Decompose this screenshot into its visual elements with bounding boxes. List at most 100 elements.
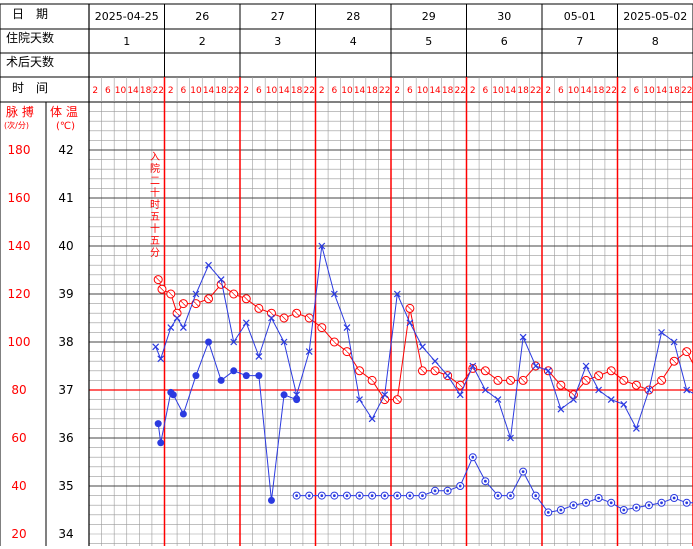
x-point [582, 362, 590, 370]
time-cell: 6 [483, 86, 489, 96]
pulse-tick: 180 [8, 143, 31, 157]
time-cell: 6 [634, 86, 640, 96]
time-cell: 18 [442, 86, 454, 96]
x-point [469, 362, 477, 370]
series-line [155, 245, 693, 439]
annotation-char: 五 [150, 236, 160, 247]
temp-point-slash [167, 290, 175, 298]
x-point [507, 434, 514, 442]
pulse-circle-center [370, 494, 374, 497]
temp-point-slash [406, 305, 414, 312]
x-point [494, 396, 502, 404]
stay-day-cell: 1 [123, 35, 130, 48]
temp-point-slash [633, 381, 640, 389]
pulse-circle-center [622, 508, 626, 512]
stay-day-cell: 5 [425, 35, 432, 48]
date-cell: 27 [271, 10, 285, 23]
pulse-circle-center [521, 470, 525, 473]
x-point [318, 242, 326, 250]
x-point [456, 391, 464, 399]
pulse-dot [267, 496, 275, 504]
x-point [242, 319, 250, 327]
time-cell: 2 [470, 86, 476, 96]
pulse-dot [157, 439, 165, 447]
time-cell: 2 [621, 86, 627, 96]
temp-unit: (℃) [56, 121, 75, 132]
temp-point-slash [180, 300, 187, 307]
axis-ticks: 20 40 60 80 100 120 140 160 180 34 35 36 37 38 39 40 41 4… [8, 143, 74, 541]
pulse-circle-center [408, 494, 412, 497]
temp-point-slash [158, 285, 166, 293]
time-cell: 22 [379, 86, 390, 96]
pulse-circle-center [647, 503, 651, 507]
pulse-circle-center [546, 511, 550, 514]
major-lines [0, 3, 693, 546]
temp-point-slash [431, 367, 439, 375]
time-cell: 2 [243, 86, 249, 96]
x-point [683, 386, 691, 394]
temp-point-slash [192, 300, 200, 307]
pulse-tick: 60 [11, 431, 26, 445]
temp-point-slash [620, 377, 628, 384]
time-cell: 22 [228, 86, 239, 96]
x-point [330, 290, 338, 298]
x-point [481, 386, 489, 394]
temp-point-slash [293, 309, 300, 317]
x-point [670, 338, 678, 346]
pulse-dot [154, 420, 162, 428]
x-point [205, 261, 212, 269]
pulse-circle-center [672, 496, 676, 500]
pulse-tick: 140 [8, 239, 31, 253]
annotation-char: 十 [150, 222, 160, 235]
series-line [296, 456, 693, 513]
time-cell: 18 [593, 86, 605, 96]
temp-tick: 38 [58, 335, 73, 349]
x-point [544, 367, 552, 375]
stay-day-cell: 6 [501, 35, 508, 48]
x-point [268, 314, 275, 322]
pulse-circle-center [584, 501, 588, 505]
time-cell: 10 [266, 86, 278, 96]
time-cell: 18 [668, 86, 680, 96]
pulse-dot [169, 391, 177, 399]
time-cell: 18 [291, 86, 303, 96]
time-cell: 10 [417, 86, 429, 96]
pulse-circle-center [458, 484, 462, 488]
temp-tick: 39 [58, 287, 73, 301]
time-cell: 6 [256, 86, 262, 96]
pulse-dot [293, 396, 301, 404]
x-point [607, 396, 615, 404]
temp-title: 体 温 [50, 105, 78, 119]
pulse-tick: 40 [11, 479, 26, 493]
temp-tick: 36 [58, 431, 73, 445]
time-cell: 10 [115, 86, 127, 96]
pulse-dot [255, 372, 263, 380]
x-point [173, 314, 181, 322]
time-cell: 14 [580, 86, 592, 96]
x-point [167, 324, 175, 332]
temp-point-slash [394, 396, 401, 403]
time-cell: 22 [605, 86, 616, 96]
temp-point-slash [243, 295, 250, 303]
time-cell: 14 [656, 86, 668, 96]
x-point [157, 355, 165, 363]
annotation-char: 二 [150, 176, 160, 187]
x-point [431, 357, 439, 365]
x-point [393, 290, 401, 298]
x-point [419, 343, 426, 351]
temp-point-slash [456, 381, 464, 389]
time-cell: 22 [454, 86, 465, 96]
time-cell: 6 [332, 86, 338, 96]
time-cell: 2 [319, 86, 325, 96]
pulse-circle-center [534, 494, 538, 497]
pulse-circle-center [572, 503, 575, 507]
pulse-dot [205, 338, 213, 346]
annotation-char: 院 [150, 162, 160, 175]
x-point [595, 386, 603, 394]
date-label: 日 期 [12, 7, 48, 21]
pulse-circle-center [358, 494, 361, 497]
temp-point-slash [230, 290, 237, 298]
pulse-circle-center [597, 496, 601, 500]
temp-point-slash [368, 377, 376, 384]
